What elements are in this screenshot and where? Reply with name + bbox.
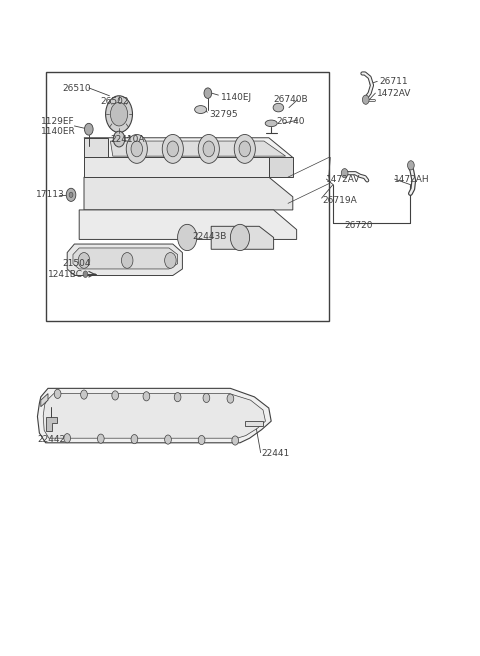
Circle shape xyxy=(66,188,76,201)
Polygon shape xyxy=(37,388,271,443)
Circle shape xyxy=(81,390,87,399)
Text: 22443B: 22443B xyxy=(192,232,227,241)
Bar xyxy=(46,72,329,321)
Circle shape xyxy=(131,434,138,443)
Circle shape xyxy=(143,392,150,401)
Circle shape xyxy=(165,435,171,444)
Text: 26510: 26510 xyxy=(62,84,91,93)
Circle shape xyxy=(126,134,147,163)
Circle shape xyxy=(110,102,128,126)
Polygon shape xyxy=(84,157,269,177)
Text: 26740: 26740 xyxy=(276,117,304,126)
Circle shape xyxy=(198,134,219,163)
Text: 1140ER: 1140ER xyxy=(41,127,75,136)
Text: 1472AV: 1472AV xyxy=(326,175,361,184)
Circle shape xyxy=(230,224,250,251)
Text: 17113: 17113 xyxy=(36,190,65,199)
Circle shape xyxy=(162,134,183,163)
Text: 1241BC: 1241BC xyxy=(48,270,83,279)
Text: 1472AV: 1472AV xyxy=(377,89,411,98)
Polygon shape xyxy=(79,210,297,239)
Ellipse shape xyxy=(195,106,206,113)
Text: 1472AH: 1472AH xyxy=(394,175,429,184)
Text: 21504: 21504 xyxy=(62,259,91,268)
Circle shape xyxy=(232,436,239,445)
Circle shape xyxy=(204,88,212,98)
Circle shape xyxy=(131,141,143,157)
Circle shape xyxy=(341,169,348,178)
Circle shape xyxy=(121,253,133,268)
Text: 26720: 26720 xyxy=(345,220,373,230)
Circle shape xyxy=(113,131,125,147)
Circle shape xyxy=(198,436,205,445)
Circle shape xyxy=(178,224,197,251)
Circle shape xyxy=(78,253,90,268)
Circle shape xyxy=(362,95,369,104)
Polygon shape xyxy=(84,138,108,157)
Circle shape xyxy=(174,392,181,401)
Text: 22410A: 22410A xyxy=(110,134,145,144)
Polygon shape xyxy=(41,394,48,407)
Circle shape xyxy=(84,123,93,135)
Circle shape xyxy=(203,141,215,157)
Ellipse shape xyxy=(265,120,277,127)
Circle shape xyxy=(54,389,61,398)
Polygon shape xyxy=(269,157,293,177)
Text: 22442: 22442 xyxy=(37,435,66,444)
Polygon shape xyxy=(46,417,57,431)
Circle shape xyxy=(106,96,132,133)
Circle shape xyxy=(69,192,73,197)
Polygon shape xyxy=(43,394,265,438)
Circle shape xyxy=(234,134,255,163)
Text: 26719A: 26719A xyxy=(323,195,357,205)
Circle shape xyxy=(203,394,210,403)
Circle shape xyxy=(64,434,71,443)
Text: 26711: 26711 xyxy=(379,77,408,87)
Circle shape xyxy=(239,141,251,157)
Ellipse shape xyxy=(273,104,284,112)
Polygon shape xyxy=(84,138,293,157)
Text: 1140EJ: 1140EJ xyxy=(221,92,252,102)
Circle shape xyxy=(83,271,88,277)
Polygon shape xyxy=(245,421,263,426)
Circle shape xyxy=(227,394,234,403)
Polygon shape xyxy=(110,141,286,156)
Circle shape xyxy=(167,141,179,157)
Circle shape xyxy=(165,253,176,268)
Circle shape xyxy=(112,391,119,400)
Text: 26502: 26502 xyxy=(101,97,129,106)
Text: 26740B: 26740B xyxy=(274,95,308,104)
Polygon shape xyxy=(84,177,293,210)
Polygon shape xyxy=(73,248,178,269)
Polygon shape xyxy=(211,226,274,249)
Text: 1129EF: 1129EF xyxy=(41,117,74,126)
Circle shape xyxy=(97,434,104,443)
Circle shape xyxy=(408,161,414,170)
Text: 32795: 32795 xyxy=(209,110,238,119)
Polygon shape xyxy=(67,244,182,276)
Text: 22441: 22441 xyxy=(262,449,290,459)
